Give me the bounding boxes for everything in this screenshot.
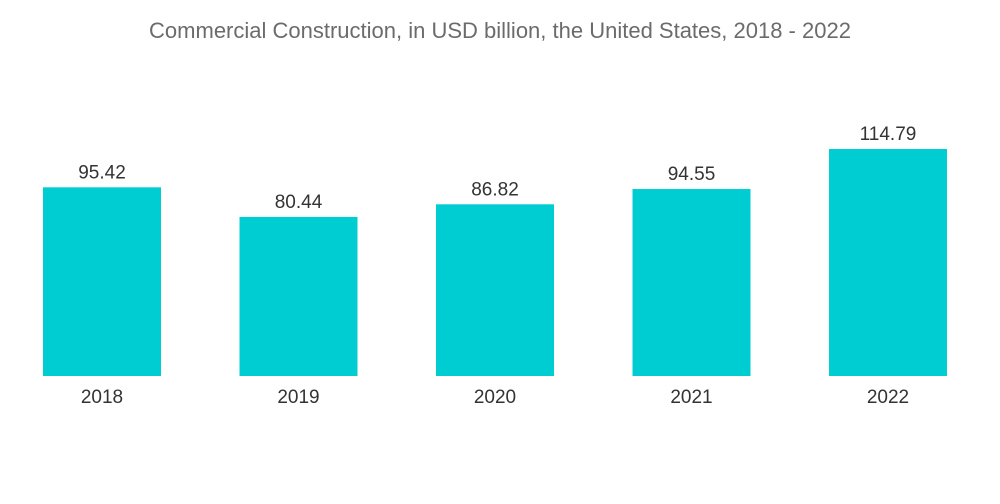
bar-2019 [239,216,358,376]
x-tick-label-2019: 2019 [277,387,319,408]
value-label-2019: 80.44 [275,192,323,213]
bar-2021 [632,189,751,376]
value-label-2021: 94.55 [668,164,716,185]
x-tick-label-2021: 2021 [670,387,712,408]
x-tick-label-2018: 2018 [81,387,123,408]
value-label-2022: 114.79 [860,124,917,145]
x-tick-label-2022: 2022 [867,387,909,408]
value-label-2020: 86.82 [471,179,519,200]
bar-2020 [436,204,554,376]
bar-2018 [43,187,161,376]
chart-title: Commercial Construction, in USD billion,… [149,18,851,43]
value-label-2018: 95.42 [78,162,126,183]
bar-2022 [829,149,947,376]
x-tick-label-2020: 2020 [474,387,516,408]
